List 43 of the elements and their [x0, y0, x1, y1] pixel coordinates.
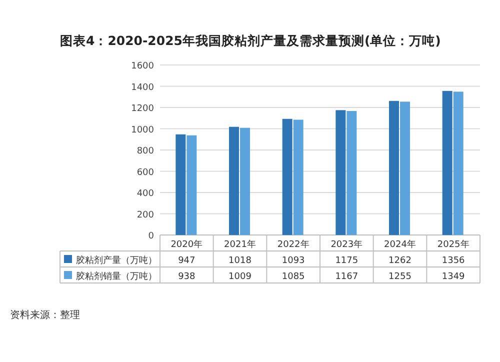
y-tick-label: 1600 — [131, 62, 154, 72]
text: 资料来源：整理 — [10, 309, 80, 321]
data-label: 947 — [178, 256, 196, 266]
y-tick-label: 1400 — [131, 82, 154, 93]
data-label: 1349 — [442, 272, 466, 282]
chart-title: 图表4：2020-2025年我国胶粘剂产量及需求量预测(单位：万吨) — [60, 33, 441, 48]
x-tick-label: 2021年 — [224, 239, 256, 250]
y-tick-label: 1200 — [131, 104, 154, 114]
data-label: 1255 — [388, 272, 412, 282]
data-label: 938 — [178, 272, 196, 282]
y-tick-label: 1000 — [131, 125, 154, 136]
y-tick-label: 0 — [148, 232, 154, 242]
data-label: 1009 — [228, 272, 252, 282]
data-label: 1175 — [335, 256, 358, 266]
bar — [346, 111, 357, 235]
x-tick-label: 2025年 — [437, 239, 470, 250]
legend-label: 胶粘剂产量（万吨） — [76, 255, 157, 266]
data-label: 1018 — [228, 256, 252, 266]
y-tick-label: 600 — [136, 168, 154, 178]
y-tick-label: 800 — [136, 146, 154, 156]
bar — [282, 118, 292, 235]
bar — [176, 134, 186, 235]
x-tick-label: 2020年 — [170, 239, 203, 250]
bar — [240, 128, 250, 235]
x-tick-label: 2024年 — [384, 239, 416, 250]
bar — [442, 90, 452, 235]
x-tick-label: 2022年 — [277, 239, 310, 250]
bar — [389, 100, 399, 235]
x-tick-label: 2023年 — [330, 239, 363, 250]
y-tick-label: 400 — [136, 189, 154, 199]
legend-label: 胶粘剂销量（万吨） — [76, 271, 157, 282]
bar — [453, 92, 464, 235]
data-label: 1356 — [442, 256, 466, 266]
data-label: 1167 — [335, 272, 358, 282]
data-label: 1093 — [282, 256, 305, 266]
y-tick-label: 200 — [136, 210, 154, 220]
bar — [186, 135, 197, 235]
bar — [400, 102, 410, 235]
bar — [293, 120, 304, 235]
bar — [229, 126, 239, 235]
data-label: 1262 — [388, 256, 412, 266]
bar — [336, 110, 346, 235]
data-label: 1085 — [282, 272, 305, 282]
